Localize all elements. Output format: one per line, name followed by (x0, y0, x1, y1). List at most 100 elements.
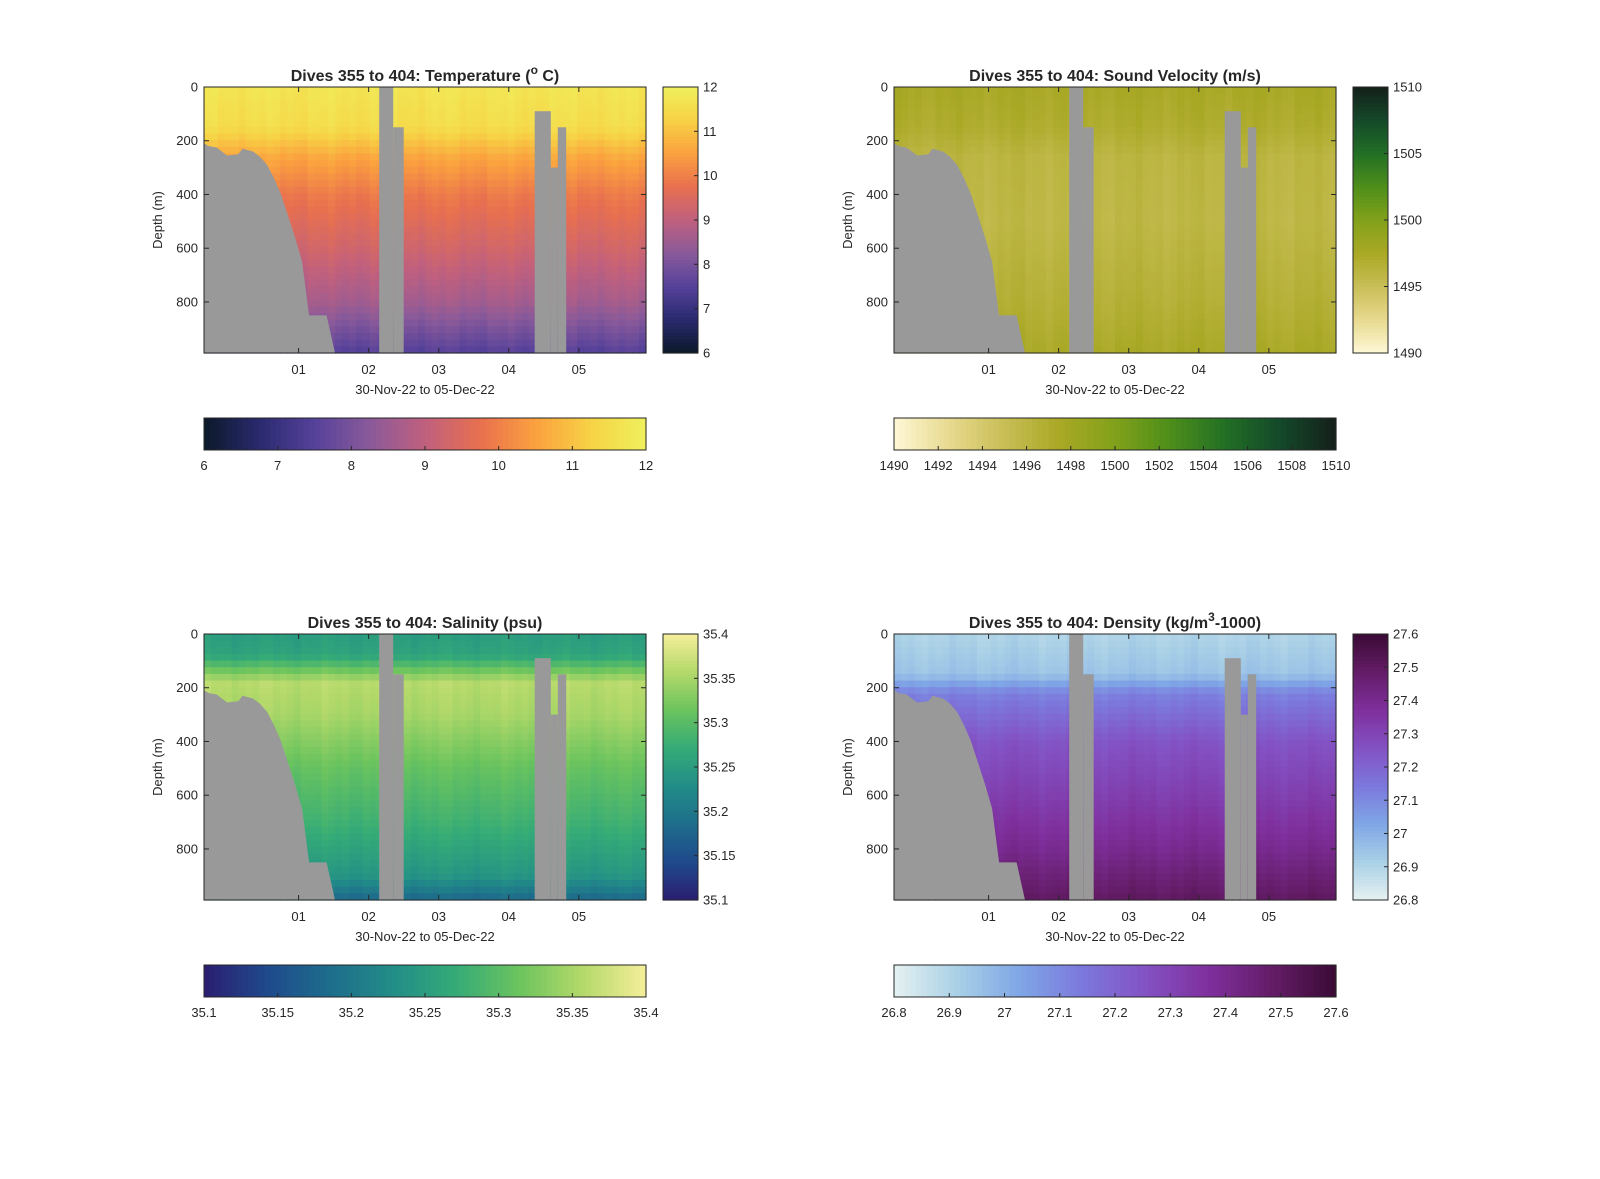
heatmap-cell (1059, 239, 1068, 248)
x-tick-label: 04 (502, 362, 516, 377)
heatmap-cell (1108, 160, 1116, 168)
heatmap-cell (1135, 126, 1144, 135)
heatmap-cell (459, 246, 468, 254)
heatmap-cell (452, 239, 461, 248)
heatmap-cell (452, 160, 461, 168)
heatmap-cell (418, 246, 426, 254)
heatmap-cell (411, 87, 419, 95)
heatmap-cell (411, 93, 419, 101)
heatmap-cell (1121, 120, 1130, 128)
heatmap-cell (1108, 166, 1116, 175)
heatmap-cell (507, 286, 516, 294)
heatmap-cell (1032, 253, 1040, 261)
heatmap-cell (487, 87, 495, 95)
heatmap-cell (1135, 253, 1144, 261)
heatmap-cell (521, 313, 530, 321)
heatmap-cell (1011, 87, 1019, 95)
heatmap-cell (521, 140, 530, 148)
heatmap-cell (404, 126, 412, 135)
heatmap-cell (639, 266, 647, 274)
heatmap-cell (1108, 313, 1116, 321)
heatmap-cell (487, 206, 495, 214)
heatmap-cell (1045, 333, 1054, 341)
heatmap-cell (570, 120, 578, 128)
heatmap-cell (404, 193, 412, 201)
heatmap-cell (459, 173, 468, 181)
heatmap-cell (328, 279, 336, 288)
heatmap-cell (914, 146, 923, 155)
heatmap-cell (494, 140, 502, 148)
heatmap-cell (349, 239, 357, 248)
heatmap-cell (480, 173, 488, 181)
heatmap-cell (604, 160, 613, 168)
heatmap-cell (1025, 87, 1033, 95)
colorbar-step (663, 156, 698, 161)
heatmap-cell (355, 206, 364, 214)
colorbar-step (336, 418, 343, 450)
heatmap-cell (1149, 306, 1158, 314)
heatmap-cell (273, 160, 281, 168)
heatmap-cell (494, 339, 502, 347)
heatmap-cell (1211, 173, 1220, 181)
heatmap-cell (335, 87, 343, 95)
heatmap-cell (321, 279, 329, 288)
heatmap-cell (604, 339, 613, 347)
heatmap-cell (466, 293, 474, 301)
heatmap-cell (293, 186, 302, 194)
heatmap-cell (1004, 220, 1013, 228)
heatmap-cell (1190, 146, 1199, 155)
heatmap-cell (921, 93, 930, 101)
heatmap-cell (1266, 246, 1275, 254)
heatmap-cell (618, 113, 626, 121)
heatmap-cell (997, 306, 1006, 314)
heatmap-cell (1025, 106, 1033, 115)
heatmap-cell (1266, 279, 1275, 288)
heatmap-cell (494, 200, 502, 208)
heatmap-cell (252, 93, 260, 101)
heatmap-cell (321, 180, 329, 188)
colorbar-step (663, 103, 698, 108)
heatmap-cell (349, 160, 357, 168)
heatmap-cell (1163, 266, 1171, 274)
heatmap-cell (445, 266, 454, 274)
colorbar-step (215, 418, 222, 450)
heatmap-cell (210, 120, 219, 128)
heatmap-cell (976, 146, 985, 155)
heatmap-cell (604, 206, 613, 214)
heatmap-cell (507, 206, 516, 214)
heatmap-cell (1045, 319, 1054, 327)
heatmap-cell (1211, 180, 1220, 188)
heatmap-cell (1184, 293, 1192, 301)
heatmap-cell (1246, 87, 1254, 95)
heatmap-cell (1184, 186, 1192, 194)
heatmap-cell (300, 220, 309, 228)
heatmap-cell (611, 166, 619, 175)
heatmap-cell (1204, 180, 1213, 188)
heatmap-cell (1018, 193, 1026, 201)
heatmap-cell (369, 113, 378, 121)
heatmap-cell (563, 140, 571, 148)
heatmap-cell (425, 259, 433, 268)
heatmap-cell (632, 153, 640, 161)
heatmap-cell (1045, 306, 1054, 314)
heatmap-cell (224, 140, 233, 148)
heatmap-cell (321, 87, 329, 95)
heatmap-cell (1059, 87, 1068, 95)
heatmap-cell (349, 279, 357, 288)
heatmap-cell (1128, 279, 1137, 288)
heatmap-cell (1253, 319, 1261, 327)
heatmap-cell (542, 100, 550, 108)
heatmap-cell (1218, 193, 1227, 201)
heatmap-cell (1121, 233, 1130, 241)
heatmap-cell (1163, 193, 1171, 201)
heatmap-cell (266, 153, 274, 161)
heatmap-cell (362, 259, 371, 268)
heatmap-cell (583, 206, 592, 214)
heatmap-cell (632, 87, 640, 95)
heatmap-cell (604, 313, 613, 321)
heatmap-cell (514, 333, 523, 341)
heatmap-cell (1094, 333, 1102, 341)
heatmap-cell (466, 133, 474, 141)
heatmap-cell (355, 253, 364, 261)
heatmap-cell (1018, 120, 1026, 128)
